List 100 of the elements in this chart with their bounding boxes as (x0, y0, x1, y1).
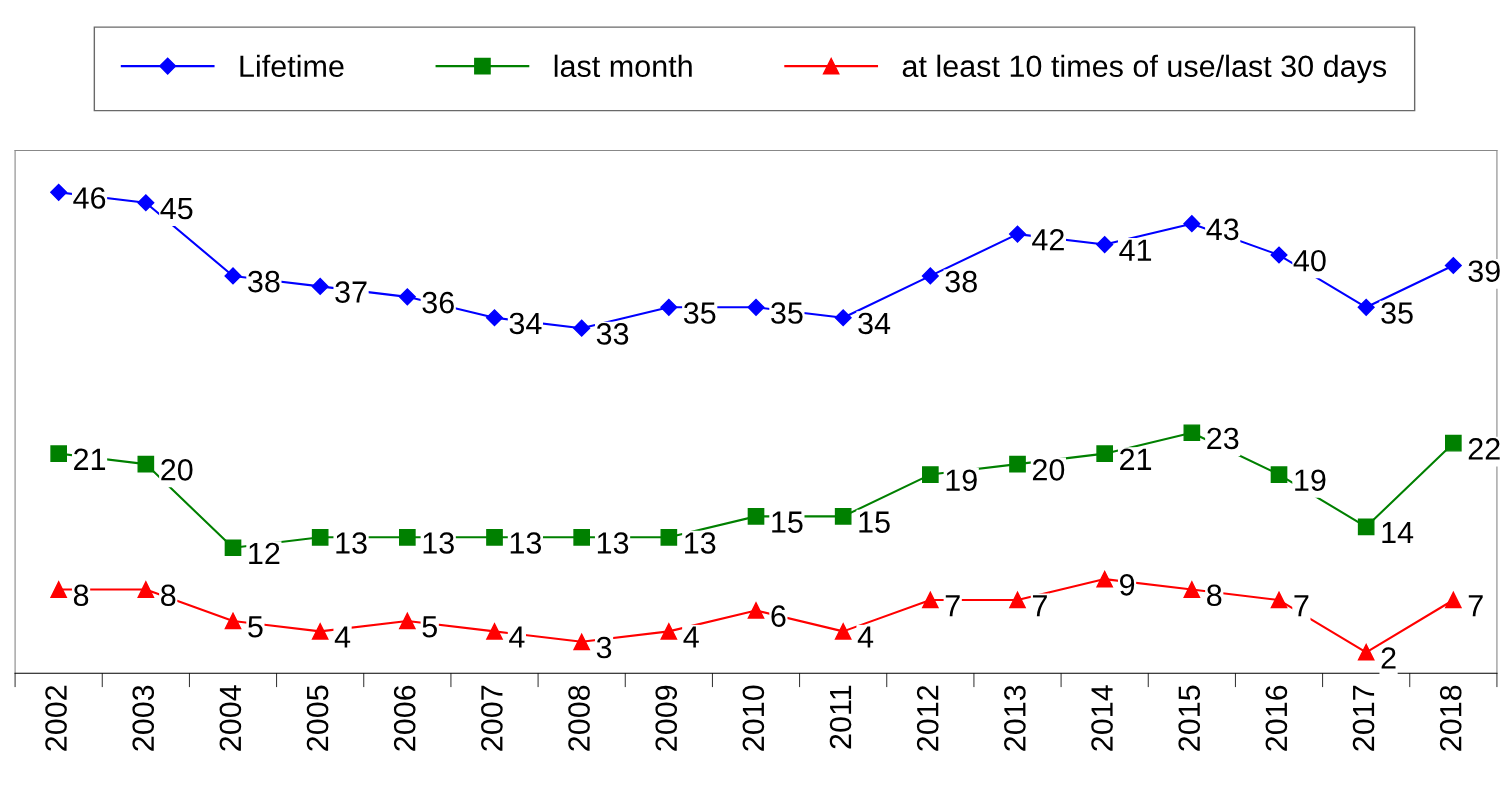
point (1445, 591, 1462, 609)
x-tick-label: 2012 (916, 685, 939, 751)
data-label: 14 (1382, 522, 1414, 544)
x-tick-label: 2008 (568, 685, 590, 751)
point (1183, 581, 1201, 598)
legend-label: last month (554, 54, 692, 78)
data-label: 38 (248, 270, 280, 293)
point (137, 581, 155, 598)
data-label: 23 (1207, 427, 1239, 450)
point (573, 319, 591, 337)
point (834, 508, 852, 525)
point (1183, 215, 1201, 233)
point (1357, 298, 1375, 316)
data-label: 36 (422, 291, 454, 314)
x-tick-label: 2013 (1004, 685, 1026, 751)
point (921, 267, 939, 285)
point (660, 623, 678, 640)
point (660, 298, 678, 316)
data-label: 8 (1207, 584, 1222, 607)
data-label: 38 (945, 270, 977, 293)
data-label: 6 (771, 605, 786, 628)
point (660, 528, 678, 546)
legend-label: at least 10 times of use/last 30 days (902, 54, 1387, 84)
point (834, 623, 852, 640)
data-label: 35 (1381, 302, 1413, 324)
point (50, 581, 68, 598)
data-label: 3 (596, 636, 612, 659)
point (1445, 434, 1462, 452)
x-tick-label: 2018 (1439, 685, 1462, 751)
data-label: 13 (685, 532, 716, 554)
data-label: 7 (1294, 595, 1309, 617)
point (1270, 246, 1288, 264)
data-label: 15 (772, 511, 803, 533)
x-tick-label: 2009 (655, 685, 678, 751)
point (1096, 570, 1114, 588)
point (137, 194, 155, 212)
data-label: 34 (858, 312, 891, 335)
point (1009, 455, 1026, 473)
point (834, 309, 852, 327)
data-label: 7 (1468, 595, 1483, 617)
data-label: 35 (683, 302, 716, 324)
point (1009, 591, 1026, 609)
point (1270, 591, 1288, 609)
data-label: 37 (335, 281, 367, 303)
data-label: 40 (1293, 249, 1326, 272)
point (747, 298, 765, 316)
data-label: 13 (510, 532, 542, 554)
point (1183, 424, 1201, 442)
point (1096, 236, 1114, 254)
point (573, 633, 591, 651)
x-tick-label: 2005 (306, 685, 329, 751)
data-label: 43 (1206, 218, 1239, 241)
x-tick-label: 2006 (393, 685, 416, 751)
data-label: 8 (161, 584, 176, 607)
point (311, 277, 329, 295)
point (922, 591, 939, 609)
data-label: 8 (73, 584, 89, 607)
data-label: 4 (683, 626, 699, 648)
point (486, 528, 503, 546)
data-label: 15 (859, 511, 890, 533)
point (747, 508, 765, 525)
x-tick-label: 2004 (219, 685, 242, 751)
data-label: 22 (1468, 438, 1500, 460)
data-label: 20 (1032, 459, 1065, 481)
point (224, 267, 242, 285)
data-label: 4 (334, 626, 351, 648)
point (398, 288, 416, 306)
x-tick-label: 2010 (742, 685, 765, 751)
point (747, 602, 765, 619)
data-label: 7 (945, 595, 960, 617)
point (1096, 445, 1114, 462)
x-tick-label: 2011 (829, 685, 852, 749)
data-label: 7 (1032, 595, 1047, 617)
point (486, 623, 503, 640)
data-label: 21 (1120, 448, 1152, 470)
point (50, 445, 68, 462)
data-label: 42 (1032, 229, 1064, 251)
data-label: 5 (422, 616, 437, 638)
point (224, 539, 242, 557)
x-tick-label: 2014 (1091, 685, 1113, 751)
point (485, 309, 504, 327)
point (224, 612, 242, 630)
point (399, 528, 416, 546)
data-label: 45 (160, 197, 193, 220)
data-label: 12 (249, 542, 280, 564)
data-label: 13 (336, 532, 367, 554)
x-tick-label: 2016 (1265, 685, 1288, 751)
data-label: 19 (946, 469, 977, 492)
point (573, 528, 591, 546)
point (137, 455, 155, 473)
data-label: 4 (857, 626, 874, 648)
data-label: 2 (1381, 647, 1396, 669)
x-tick-label: 2017 (1352, 685, 1375, 751)
point (1008, 225, 1027, 243)
data-label: 19 (1295, 469, 1326, 492)
data-label: 41 (1119, 239, 1152, 261)
data-label: 46 (73, 187, 106, 209)
x-tick-label: 2002 (45, 685, 67, 751)
point (311, 623, 329, 640)
point (50, 183, 68, 201)
